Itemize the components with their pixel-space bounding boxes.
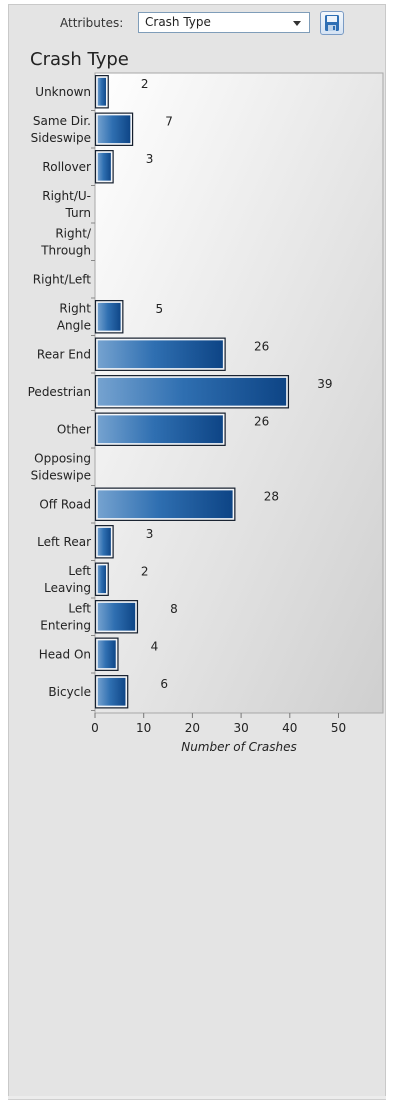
category-label: Off Road xyxy=(39,497,91,511)
attributes-label: Attributes: xyxy=(60,16,124,30)
category-label: Left xyxy=(68,601,91,615)
bar-outline xyxy=(94,150,114,184)
category-label: Rollover xyxy=(42,160,91,174)
bar xyxy=(96,488,235,520)
bar-outline xyxy=(94,412,226,446)
category-label: Angle xyxy=(57,318,91,332)
x-tick-label: 10 xyxy=(136,721,151,735)
chart-title: Crash Type xyxy=(30,49,129,70)
x-tick-label: 0 xyxy=(91,721,99,735)
data-label: 26 xyxy=(254,414,269,428)
category-label: Head On xyxy=(39,647,91,661)
attribute-dropdown-value: Crash Type xyxy=(145,15,211,29)
category-label: Unknown xyxy=(35,85,91,99)
category-label: Same Dir. xyxy=(33,114,91,128)
bar-outline xyxy=(94,375,290,409)
data-label: 5 xyxy=(156,302,164,316)
bar-outline xyxy=(94,300,124,334)
data-label: 2 xyxy=(141,77,149,91)
category-label: Rear End xyxy=(37,347,91,361)
attribute-dropdown[interactable]: Crash Type xyxy=(138,12,310,33)
bar xyxy=(96,601,137,633)
bar xyxy=(96,376,288,408)
panel-bottom-edge xyxy=(8,1096,386,1100)
data-label: 8 xyxy=(170,602,178,616)
category-label: Entering xyxy=(40,618,91,632)
category-label: Turn xyxy=(65,206,91,220)
data-label: 7 xyxy=(165,114,173,128)
bar xyxy=(96,563,108,595)
category-label: Left Rear xyxy=(37,535,91,549)
category-label: Bicycle xyxy=(48,685,91,699)
x-tick-label: 30 xyxy=(233,721,248,735)
bar xyxy=(96,113,132,145)
category-label: Pedestrian xyxy=(28,385,91,399)
chevron-down-icon xyxy=(293,21,301,26)
bar xyxy=(96,76,108,108)
data-label: 28 xyxy=(264,489,279,503)
bar xyxy=(96,676,127,708)
bar xyxy=(96,151,113,183)
bar-outline xyxy=(94,525,114,559)
bar-outline xyxy=(94,337,226,371)
category-label: Through xyxy=(40,243,91,257)
category-label: Sideswipe xyxy=(31,468,91,482)
category-label: Other xyxy=(57,422,91,436)
bar-outline xyxy=(94,75,109,109)
x-tick-label: 50 xyxy=(331,721,346,735)
bar-outline xyxy=(94,637,119,671)
bar xyxy=(96,638,118,670)
bar xyxy=(96,413,225,445)
category-label: Right/ xyxy=(55,226,92,240)
category-label: Left xyxy=(68,564,91,578)
x-tick-label: 20 xyxy=(185,721,200,735)
save-button[interactable] xyxy=(320,11,344,35)
bar-outline xyxy=(94,600,139,634)
data-label: 6 xyxy=(160,677,168,691)
category-label: Leaving xyxy=(44,581,91,595)
x-axis-label: Number of Crashes xyxy=(181,740,297,754)
data-label: 39 xyxy=(317,377,332,391)
data-label: 3 xyxy=(146,152,154,166)
bar-outline xyxy=(94,675,129,709)
data-label: 3 xyxy=(146,527,154,541)
category-label: Sideswipe xyxy=(31,131,91,145)
x-tick-label: 40 xyxy=(282,721,297,735)
data-label: 4 xyxy=(151,639,159,653)
bar xyxy=(96,338,225,370)
floppy-disk-icon xyxy=(325,15,339,31)
bar xyxy=(96,526,113,558)
data-label: 26 xyxy=(254,339,269,353)
bar-outline xyxy=(94,112,134,146)
category-label: Opposing xyxy=(34,451,91,465)
category-label: Right xyxy=(59,301,91,315)
category-label: Right/U- xyxy=(42,189,91,203)
bar xyxy=(96,301,123,333)
bar-outline xyxy=(94,562,109,596)
data-label: 2 xyxy=(141,564,149,578)
bar-outline xyxy=(94,487,236,521)
category-label: Right/Left xyxy=(33,272,92,286)
